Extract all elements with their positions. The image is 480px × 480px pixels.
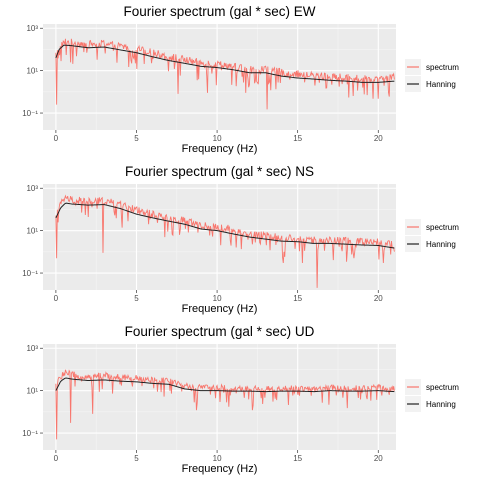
x-tick-label: 20: [374, 294, 383, 303]
x-tick-label: 5: [134, 134, 139, 143]
chart-title: Fourier spectrum (gal * sec) NS: [125, 164, 314, 179]
y-tick-label: 10³: [26, 184, 38, 193]
legend-label: Hanning: [426, 240, 456, 249]
y-tick-label: 10⁻¹: [22, 109, 38, 118]
legend-label: spectrum: [426, 223, 459, 232]
legend: spectrum Hanning: [405, 59, 459, 92]
y-tick-label: 10¹: [26, 387, 38, 396]
x-tick-label: 10: [213, 134, 222, 143]
series-spectrum-line: [55, 194, 395, 288]
x-tick-label: 15: [293, 294, 302, 303]
legend-label: spectrum: [426, 383, 459, 392]
y-tick-label: 10¹: [26, 67, 38, 76]
x-axis-title: Frequency (Hz): [182, 143, 258, 155]
series-spectrum-line: [55, 38, 395, 110]
series-hanning-line: [55, 377, 395, 393]
x-axis-title: Frequency (Hz): [182, 463, 258, 475]
y-tick-label: 10³: [26, 344, 38, 353]
plot-panel: [43, 184, 396, 290]
y-tick-label: 10³: [26, 24, 38, 33]
x-axis-title: Frequency (Hz): [182, 303, 258, 315]
x-tick-label: 0: [54, 294, 59, 303]
legend-label: spectrum: [426, 63, 459, 72]
x-tick-label: 10: [213, 294, 222, 303]
legend-label: Hanning: [426, 80, 456, 89]
legend: spectrum Hanning: [405, 219, 459, 252]
series-hanning-line: [55, 202, 395, 249]
chart-panel-1: Fourier spectrum (gal * sec) NS 0 5 10 15 20 1…: [22, 164, 459, 315]
x-tick-label: 0: [54, 134, 59, 143]
chart-panel-0: Fourier spectrum (gal * sec) EW 0 5 10 15 20 1…: [22, 4, 459, 155]
series-hanning-line: [55, 44, 395, 83]
x-tick-label: 10: [213, 454, 222, 463]
x-tick-label: 20: [374, 134, 383, 143]
x-tick-label: 0: [54, 454, 59, 463]
legend-label: Hanning: [426, 400, 456, 409]
chart-title: Fourier spectrum (gal * sec) EW: [123, 4, 315, 19]
y-tick-label: 10⁻¹: [22, 429, 38, 438]
x-tick-label: 15: [293, 454, 302, 463]
x-tick-label: 5: [134, 294, 139, 303]
chart-title: Fourier spectrum (gal * sec) UD: [125, 324, 315, 339]
chart-panel-2: Fourier spectrum (gal * sec) UD 0 5 10 15 20 1…: [22, 324, 459, 475]
y-tick-label: 10⁻¹: [22, 269, 38, 278]
legend: spectrum Hanning: [405, 379, 459, 412]
y-tick-label: 10¹: [26, 227, 38, 236]
x-tick-label: 20: [374, 454, 383, 463]
x-tick-label: 15: [293, 134, 302, 143]
x-tick-label: 5: [134, 454, 139, 463]
